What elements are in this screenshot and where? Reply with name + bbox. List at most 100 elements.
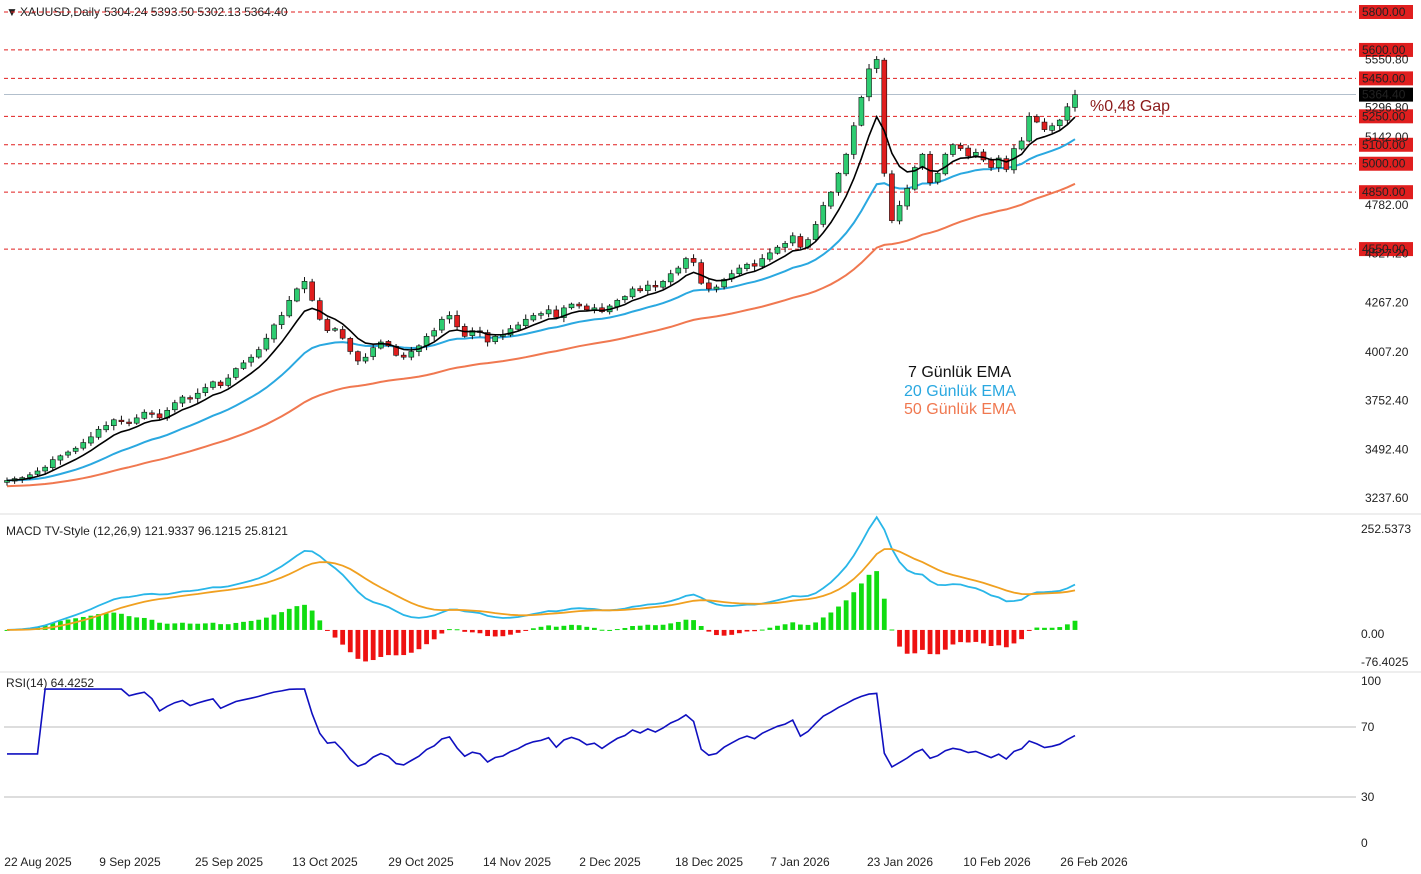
level-lines (4, 11, 1356, 250)
macd-histogram-bar (355, 629, 361, 659)
candle-body (881, 59, 888, 174)
candle-body (835, 172, 842, 193)
macd-histogram-bar (691, 620, 696, 630)
level-tag (1359, 156, 1413, 171)
candle-body (484, 332, 491, 343)
macd-histogram-bar (973, 629, 979, 642)
macd-histogram-bar (469, 629, 475, 633)
candle-body (294, 288, 300, 302)
macd-histogram-bar (325, 629, 330, 631)
macd-histogram-bar (660, 624, 666, 630)
candle-body (896, 205, 903, 222)
macd-histogram-bar (340, 629, 346, 645)
candle-body (568, 303, 575, 309)
macd-histogram-bar (645, 624, 651, 630)
macd-histogram-bar (347, 629, 353, 653)
candle-body (629, 288, 636, 298)
candle-body (149, 412, 155, 415)
candle-body (400, 354, 407, 358)
rsi-axis-100: 100 (1361, 674, 1381, 688)
ema7-line (6, 114, 1076, 482)
candle-body (309, 281, 315, 301)
candle-body (797, 236, 804, 248)
candle-body (103, 425, 109, 431)
ema20-line (6, 138, 1076, 482)
macd-histogram-bar (1042, 627, 1047, 630)
macd-histogram-bar (714, 629, 719, 636)
macd-histogram-bar (592, 627, 597, 630)
candle-body (80, 442, 87, 449)
macd-histogram-bar (80, 616, 86, 630)
candle-body (187, 397, 193, 400)
macd-histogram-bar (912, 629, 918, 654)
gap-label: %0,48 Gap (1090, 98, 1170, 115)
candle-body (355, 351, 361, 362)
macd-histogram-bar (1019, 629, 1024, 640)
macd-axis-top: 252.5373 (1361, 522, 1411, 536)
macd-histogram-bar (164, 623, 170, 630)
candle-body (751, 263, 758, 267)
macd-histogram-bar (675, 621, 681, 630)
macd-histogram-bar (889, 629, 895, 631)
time-tick: 10 Feb 2026 (963, 855, 1031, 869)
legend-ema20: 20 Günlük EMA (904, 383, 1016, 400)
candle-body (782, 243, 788, 248)
candle-body (1026, 116, 1033, 142)
macd-histogram-bar (317, 620, 323, 630)
macd-histogram-bar (477, 629, 483, 634)
price-tick: 5142.00 (1365, 130, 1409, 144)
macd-histogram-bar (630, 626, 635, 630)
macd-histogram-bar (935, 629, 941, 655)
rsi-axis-30: 30 (1361, 790, 1375, 804)
time-tick: 14 Nov 2025 (483, 855, 551, 869)
macd-histogram-bar (96, 614, 101, 630)
candle-body (660, 281, 666, 288)
macd-histogram-bar (897, 629, 902, 647)
candle-body (1018, 140, 1025, 150)
macd-histogram-bar (134, 617, 140, 630)
candle-body (774, 246, 781, 254)
macd-histogram-bar (500, 629, 506, 637)
macd-histogram-bar (88, 615, 94, 630)
macd-histogram-bar (408, 629, 414, 653)
level-tag (1359, 185, 1413, 200)
candle-body (339, 329, 346, 339)
macd-histogram-bar (950, 629, 956, 645)
time-tick: 9 Sep 2025 (99, 855, 161, 869)
candle-body (904, 188, 910, 207)
candle-body (286, 299, 293, 317)
candle-body (248, 356, 254, 363)
macd-histogram-bar (103, 613, 109, 630)
candle-body (1041, 121, 1048, 130)
macd-histogram-bar (1057, 627, 1063, 630)
legend-ema7: 7 Günlük EMA (908, 364, 1011, 381)
time-axis: 22 Aug 2025 9 Sep 2025 25 Sep 2025 13 Oct 2… (4, 855, 1128, 869)
macd-histogram-bar (386, 629, 391, 656)
candle-body (156, 413, 163, 419)
macd-histogram-bar (721, 629, 727, 636)
price-tick: 5296.80 (1365, 100, 1409, 114)
macd-histogram-bar (584, 626, 590, 630)
candle-body (210, 381, 216, 388)
candle-body (111, 419, 117, 426)
macd-histogram-bar (767, 627, 773, 630)
level-tag (1359, 42, 1413, 57)
macd-histogram-bar (1026, 629, 1032, 631)
macd-histogram-bar (668, 623, 674, 630)
macd-histogram-bar (553, 626, 559, 630)
candle-body (126, 421, 132, 424)
macd-histogram-bar (431, 629, 437, 640)
candle-body (179, 396, 186, 404)
macd-histogram-bar (210, 622, 216, 630)
price-tick: 4782.00 (1365, 198, 1409, 212)
candle-body (492, 336, 499, 342)
macd-histogram-bar (828, 612, 834, 630)
macd-histogram-bar (1049, 627, 1055, 630)
macd-histogram-bar (370, 629, 376, 661)
level-tag-text: 5100.00 (1362, 138, 1406, 152)
macd-histogram-bar (965, 629, 971, 643)
candle-body (789, 235, 796, 244)
macd-histogram-bar (927, 629, 933, 655)
